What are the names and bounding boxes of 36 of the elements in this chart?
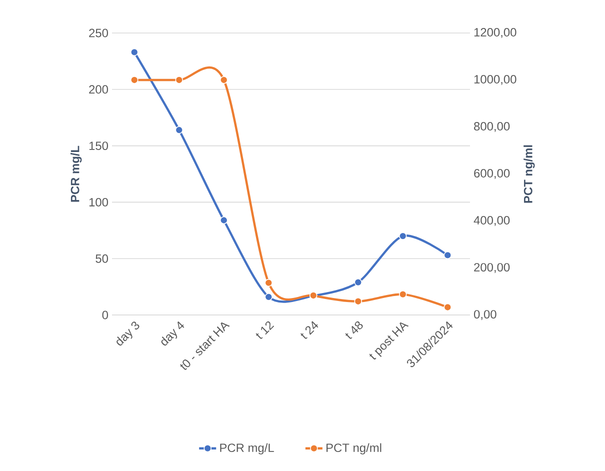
x-tick-label: day 3 bbox=[116, 322, 140, 346]
y2-tick-label: 400,00 bbox=[474, 216, 510, 226]
point bbox=[444, 251, 452, 260]
point bbox=[175, 126, 184, 134]
point bbox=[220, 76, 228, 84]
legend-label: PCT ng/ml bbox=[326, 443, 382, 454]
y2-tick-label: 1000,00 bbox=[474, 75, 516, 85]
point bbox=[130, 48, 138, 56]
y-axis-title: PCR mg/L bbox=[70, 146, 82, 202]
y2-tick-label: 0,00 bbox=[474, 310, 496, 320]
point bbox=[444, 303, 452, 312]
y-tick-label: 50 bbox=[96, 254, 108, 263]
point bbox=[175, 76, 184, 84]
y2-axis-title: PCT ng/ml bbox=[524, 145, 535, 203]
point bbox=[130, 76, 138, 84]
x-tick-label: t 12 bbox=[256, 321, 274, 339]
y2-tick-label: 1200,00 bbox=[474, 28, 516, 38]
point bbox=[354, 297, 362, 306]
y-tick-label: 0 bbox=[102, 310, 108, 320]
x-tick-label: t 24 bbox=[300, 321, 318, 339]
legend-label: PCR mg/L bbox=[220, 443, 274, 454]
point bbox=[264, 293, 273, 301]
y2-tick-label: 200,00 bbox=[474, 263, 510, 273]
y2-tick-label: 600,00 bbox=[474, 169, 510, 179]
point bbox=[354, 278, 362, 286]
y-tick-label: 150 bbox=[89, 142, 108, 150]
x-tick-label: t 48 bbox=[345, 321, 363, 339]
point bbox=[398, 232, 407, 240]
y-tick-label: 100 bbox=[89, 198, 108, 206]
point bbox=[264, 278, 273, 287]
x-tick-label: day 4 bbox=[161, 321, 184, 346]
point bbox=[220, 216, 228, 224]
y-tick-label: 200 bbox=[89, 85, 108, 94]
y-tick-label: 250 bbox=[89, 28, 108, 38]
point bbox=[398, 290, 407, 298]
y2-tick-label: 800,00 bbox=[474, 122, 510, 132]
